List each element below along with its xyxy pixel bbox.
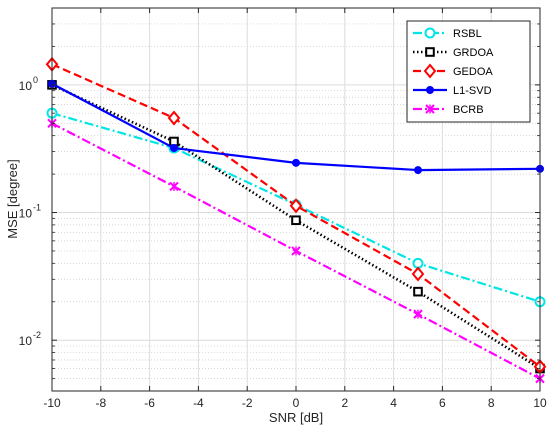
- point-bcrb: [413, 309, 423, 319]
- x-tick-label: 0: [293, 396, 300, 410]
- point-bcrb: [169, 181, 179, 192]
- y-tick-exponent: -1: [33, 203, 41, 213]
- point-gedoa: [411, 266, 425, 282]
- x-tick-label: -2: [242, 396, 253, 410]
- y-tick-exponent: -2: [33, 330, 41, 340]
- series-layer: [45, 56, 547, 384]
- x-tick-label: 10: [533, 396, 547, 410]
- legend-marker-rsbl: [424, 27, 436, 39]
- x-tick-label: -4: [193, 396, 204, 410]
- x-axis-label: SNR [dB]: [269, 410, 323, 425]
- legend-label-gedoa: GEDOA: [453, 66, 493, 78]
- y-tick-exponent: 0: [33, 75, 38, 85]
- y-tick-label: 10: [19, 207, 33, 221]
- series-line-grdoa: [51, 83, 541, 370]
- y-tick-label: 10: [19, 334, 33, 348]
- legend-marker-bcrb: [425, 104, 435, 114]
- point-gedoa: [289, 198, 303, 214]
- legend-marker-l1-svd: [426, 86, 434, 94]
- x-tick-label: 8: [488, 396, 495, 410]
- legend-marker-gedoa: [423, 63, 437, 79]
- point-l1-svd: [292, 158, 300, 167]
- point-grdoa: [291, 215, 301, 226]
- point-gedoa: [167, 110, 181, 126]
- legend-label-grdoa: GRDOA: [453, 47, 494, 59]
- point-grdoa: [413, 286, 423, 297]
- y-axis-label: MSE [degree]: [5, 159, 20, 239]
- legend: RSBL GRDOA GEDOA L1-SVD BCRB: [406, 20, 531, 123]
- legend-label-bcrb: BCRB: [453, 104, 484, 116]
- x-tick-label: -6: [144, 396, 155, 410]
- point-bcrb: [291, 246, 301, 256]
- legend-label-l1-svd: L1-SVD: [453, 85, 492, 97]
- point-l1-svd: [414, 166, 422, 175]
- x-tick-label: 6: [439, 396, 446, 410]
- x-tick-label: 2: [341, 396, 348, 410]
- x-tick-label: -10: [43, 396, 61, 410]
- y-tick-label: 10: [19, 79, 33, 93]
- legend-label-rsbl: RSBL: [453, 28, 482, 40]
- point-l1-svd: [170, 144, 178, 153]
- x-tick-label: -8: [95, 396, 106, 410]
- x-tick-label: 4: [390, 396, 397, 410]
- legend-marker-grdoa: [425, 47, 435, 57]
